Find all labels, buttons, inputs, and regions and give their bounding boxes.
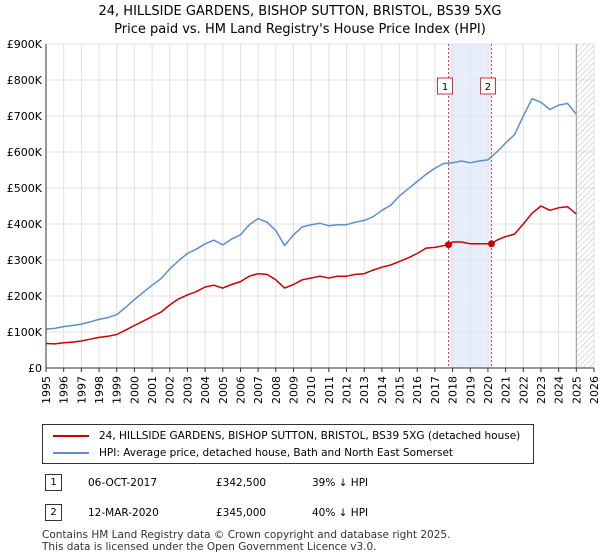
transaction-badge: 1 xyxy=(45,474,62,491)
footer: Contains HM Land Registry data © Crown c… xyxy=(42,529,450,553)
y-tick-label: £400K xyxy=(7,218,43,231)
x-tick-label: 2001 xyxy=(146,376,159,404)
x-tick-label: 2010 xyxy=(305,376,318,404)
sale-point xyxy=(445,241,453,249)
x-tick-label: 2022 xyxy=(517,376,530,404)
footer-line-1: Contains HM Land Registry data © Crown c… xyxy=(42,529,451,541)
legend-swatch-hpi xyxy=(53,452,89,454)
x-tick-label: 2006 xyxy=(234,376,247,404)
chart-subtitle: Price paid vs. HM Land Registry's House … xyxy=(114,22,486,37)
future-hatch xyxy=(576,44,594,368)
highlight-band xyxy=(448,44,492,368)
x-tick-label: 2020 xyxy=(482,376,495,404)
x-tick-label: 2011 xyxy=(323,376,336,404)
x-tick-label: 2015 xyxy=(394,376,407,404)
transaction-date: 12-MAR-2020 xyxy=(88,507,159,519)
x-tick-label: 2025 xyxy=(570,376,583,404)
x-tick-label: 2004 xyxy=(199,376,212,404)
chart-title: 24, HILLSIDE GARDENS, BISHOP SUTTON, BRI… xyxy=(98,4,502,19)
x-tick-label: 2018 xyxy=(447,376,460,404)
x-tick-label: 2000 xyxy=(128,376,141,404)
sale-point xyxy=(487,240,495,248)
legend-item-hpi: HPI: Average price, detached house, Bath… xyxy=(53,445,453,461)
legend-item-property: 24, HILLSIDE GARDENS, BISHOP SUTTON, BRI… xyxy=(53,428,520,444)
x-tick-label: 1995 xyxy=(40,376,53,404)
x-tick-label: 2024 xyxy=(553,376,566,404)
transaction-hpi-diff: 39% ↓ HPI xyxy=(312,477,369,489)
legend-swatch-property xyxy=(53,435,89,437)
sale-marker-badge xyxy=(437,77,454,95)
x-tick-label: 2005 xyxy=(217,376,230,404)
legend-label-hpi: HPI: Average price, detached house, Bath… xyxy=(99,447,454,459)
sale-marker-label: 2 xyxy=(485,82,491,93)
hpi-series-line xyxy=(45,97,577,330)
x-axis: 1995 1996 1997 1998 1999 2000 2001 2002 2003 2004… xyxy=(40,367,600,404)
x-tick-label: 2016 xyxy=(411,376,424,404)
x-tick-label: 2014 xyxy=(376,376,389,404)
bands xyxy=(448,44,594,368)
x-tick-label: 2023 xyxy=(535,376,548,404)
y-tick-label: £900K xyxy=(7,38,43,51)
x-tick-label: 2013 xyxy=(358,376,371,404)
x-tick-label: 1998 xyxy=(93,376,106,404)
transaction-date: 06-OCT-2017 xyxy=(88,477,157,489)
x-tick-label: 1996 xyxy=(58,376,71,404)
x-tick-label: 2007 xyxy=(252,376,265,404)
y-tick-label: £700K xyxy=(7,110,43,123)
y-tick-label: £600K xyxy=(7,146,43,159)
x-tick-label: 2008 xyxy=(270,376,283,404)
sale-marker-badge xyxy=(479,77,496,95)
x-tick-label: 2017 xyxy=(429,376,442,404)
y-tick-label: £0 xyxy=(28,362,42,375)
y-tick-label: £100K xyxy=(7,326,43,339)
sale-marker-label: 1 xyxy=(442,82,448,93)
legend: 24, HILLSIDE GARDENS, BISHOP SUTTON, BRI… xyxy=(42,424,534,464)
y-tick-label: £200K xyxy=(7,290,43,303)
x-tick-label: 2009 xyxy=(287,376,300,404)
x-tick-label: 2002 xyxy=(164,376,177,404)
y-tick-label: £800K xyxy=(7,74,43,87)
x-tick-label: 2026 xyxy=(588,376,600,404)
y-axis: £0 £100K £200K £300K £400K £500K £600K £700K £80… xyxy=(7,38,47,375)
transaction-badge: 2 xyxy=(45,504,62,521)
x-tick-label: 1999 xyxy=(111,376,124,404)
transaction-price: £345,000 xyxy=(216,507,267,519)
footer-line-2: This data is licensed under the Open Gov… xyxy=(42,541,377,553)
x-tick-label: 1997 xyxy=(75,376,88,404)
x-tick-label: 2012 xyxy=(341,376,354,404)
x-tick-label: 2003 xyxy=(181,376,194,404)
plot-area xyxy=(45,43,595,369)
transaction-hpi-diff: 40% ↓ HPI xyxy=(312,507,369,519)
x-tick-label: 2021 xyxy=(500,376,513,404)
chart-title-block: 24, HILLSIDE GARDENS, BISHOP SUTTON, BRI… xyxy=(0,3,600,39)
y-tick-label: £300K xyxy=(7,254,43,267)
transaction-price: £342,500 xyxy=(216,477,267,489)
x-tick-label: 2019 xyxy=(464,376,477,404)
y-tick-label: £500K xyxy=(7,182,43,195)
legend-label-property: 24, HILLSIDE GARDENS, BISHOP SUTTON, BRI… xyxy=(99,430,521,442)
